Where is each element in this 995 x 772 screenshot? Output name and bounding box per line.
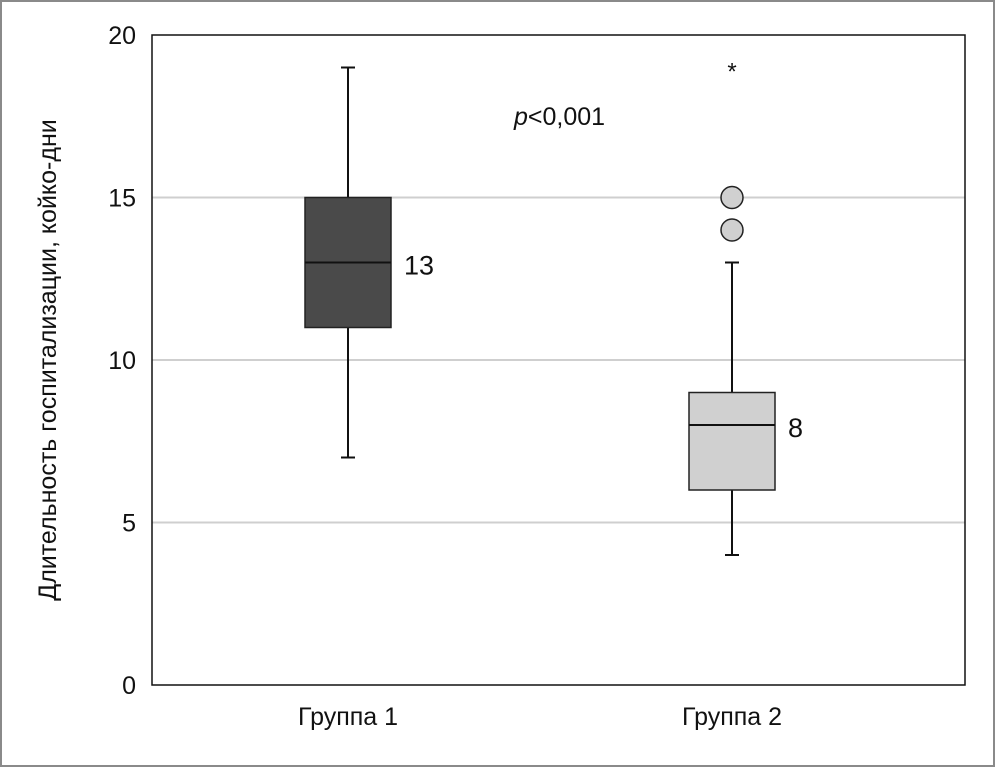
x-category-label: Группа 2 <box>682 703 782 731</box>
box-iqr <box>688 391 776 491</box>
y-tick-label: 10 <box>108 347 136 375</box>
x-category-label: Группа 1 <box>298 703 398 731</box>
extreme-point: * <box>727 59 736 86</box>
p-italic: p <box>513 103 528 131</box>
plot-area-border <box>151 34 966 686</box>
outlier-point <box>720 185 744 210</box>
outlier-point <box>720 218 744 242</box>
median-label: 13 <box>404 251 434 281</box>
y-axis-label: Длительность госпитализации, койко-дни <box>34 119 62 600</box>
y-tick-label: 20 <box>108 22 136 50</box>
y-tick-label: 0 <box>122 672 136 700</box>
y-tick-label: 15 <box>108 185 136 213</box>
y-tick-label: 5 <box>122 510 136 538</box>
p-value-annotation: p<0,001 <box>513 103 605 131</box>
median-label: 8 <box>788 413 803 443</box>
p-rest: <0,001 <box>528 103 605 131</box>
